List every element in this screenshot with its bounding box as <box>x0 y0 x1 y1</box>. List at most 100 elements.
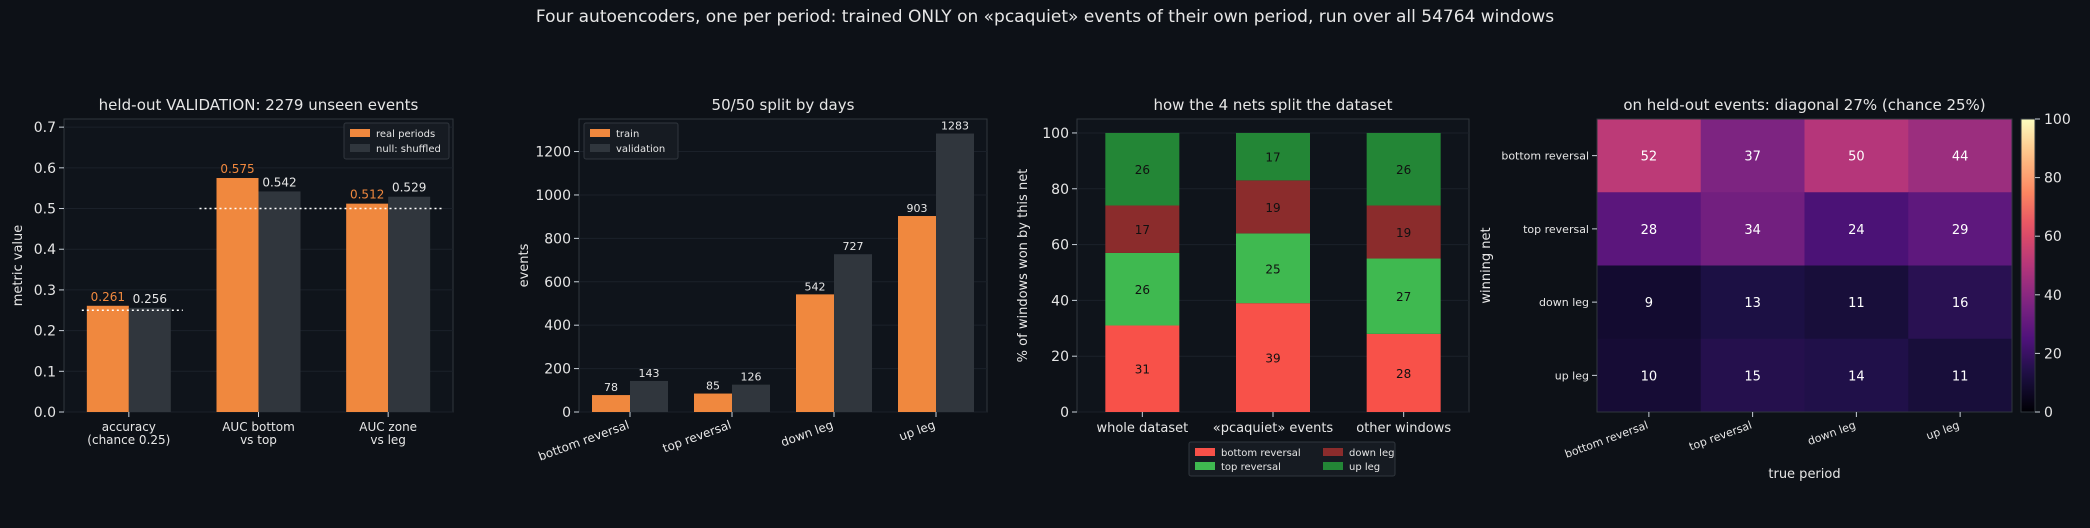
panel1-bar-label: 0.529 <box>392 181 426 195</box>
panel1-ytick-label: 0.2 <box>34 324 56 340</box>
panel2-legend-swatch <box>590 144 610 152</box>
panel3-segment-label: 26 <box>1135 283 1150 297</box>
panel4-heatmap-cell <box>1804 119 1909 193</box>
panel4-cell-label: 10 <box>1641 369 1658 384</box>
panel1-xtick-label: AUC zone <box>359 420 417 434</box>
panel4-cell-label: 11 <box>1848 296 1865 311</box>
panel3-ytick-label: 20 <box>1051 349 1069 365</box>
panel3-bar-segment <box>1236 132 1310 181</box>
panel3-legend <box>1188 441 1396 477</box>
panel3-segment-label: 26 <box>1396 163 1411 177</box>
panel3-ytick-label: 0 <box>1060 405 1069 421</box>
panel2-bar <box>630 380 668 412</box>
panel3-segment-label: 27 <box>1396 290 1411 304</box>
panel4-heatmap-cell <box>1804 192 1909 266</box>
panel4-colorbar-tick-label: 0 <box>2044 405 2053 421</box>
panel2-ytick-label: 600 <box>544 275 571 291</box>
panel2-xtick-label: up leg <box>897 418 937 444</box>
panel4-cell-label: 14 <box>1848 369 1865 384</box>
panel3-legend-swatch <box>1323 462 1343 470</box>
panel1-ytick-label: 0.5 <box>34 202 56 218</box>
panel3-bar-segment <box>1105 252 1180 326</box>
panel1-ytick-label: 0.6 <box>34 161 56 177</box>
panel1-title: held-out VALIDATION: 2279 unseen events <box>99 96 419 114</box>
panel2-bar-label: 143 <box>639 367 660 380</box>
panel4-heatmap-cell <box>1908 192 2013 266</box>
panel4-ylabel: winning net <box>1479 227 1494 303</box>
panel3-bar-segment <box>1105 325 1180 412</box>
panel1-ylabel: metric value <box>11 225 26 307</box>
panel4-title: on held-out events: diagonal 27% (chance… <box>1623 96 1985 114</box>
panel2-xtick-label: down leg <box>779 418 835 450</box>
panel2-bar-label: 1283 <box>941 120 969 133</box>
panel4-cell-label: 9 <box>1645 296 1653 311</box>
panel4-heatmap-cell <box>1700 119 1805 193</box>
panel3-segment-label: 17 <box>1135 223 1150 237</box>
panel4-heatmap-cell <box>1908 338 2013 413</box>
panel2-ytick-label: 1000 <box>535 188 571 204</box>
panel1-legend <box>343 122 450 160</box>
panel4-xtick-label: top reversal <box>1687 419 1753 454</box>
panel4-heatmap-cell <box>1597 265 1702 340</box>
panel4-ytick-label: up leg <box>1555 369 1589 382</box>
panel4-cell-label: 24 <box>1848 223 1865 238</box>
panel4-colorbar-tick-label: 80 <box>2044 171 2062 187</box>
panel2-bar <box>898 216 936 412</box>
panel1-bar-label: 0.512 <box>350 188 384 202</box>
panel4-ytick-label: bottom reversal <box>1501 150 1589 163</box>
panel4-heatmap-cell <box>1597 119 1702 193</box>
panel1-ytick-label: 0.0 <box>34 405 56 421</box>
panel4-heatmap-cell <box>1700 338 1805 413</box>
panel3-segment-label: 39 <box>1265 352 1280 366</box>
panel4-cell-label: 16 <box>1952 296 1969 311</box>
panel2-bar-label: 85 <box>706 380 720 393</box>
panel3-segment-label: 19 <box>1396 226 1411 240</box>
panel2-title: 50/50 split by days <box>712 96 855 114</box>
panel3-xtick-label: whole dataset <box>1096 421 1188 436</box>
panel1-xtick-label: accuracy <box>102 420 156 434</box>
panel3-ytick-label: 80 <box>1051 182 1069 198</box>
panel1-bar-label: 0.261 <box>91 290 125 304</box>
panel2-bar <box>694 393 732 412</box>
panel3-ylabel: % of windows won by this net <box>1016 169 1031 363</box>
panel3-bar-segment <box>1366 132 1441 206</box>
figure-title: Four autoencoders, one per period: train… <box>535 7 1555 27</box>
panel3-segment-label: 31 <box>1135 363 1150 377</box>
panel3-segment-label: 25 <box>1265 262 1280 276</box>
panel2-legend-swatch <box>590 129 610 137</box>
panel3-segment-label: 26 <box>1135 163 1150 177</box>
panel4-cell-label: 11 <box>1952 369 1969 384</box>
panel2-ylabel: events <box>517 243 532 287</box>
panel4-heatmap-cell <box>1804 338 1909 413</box>
panel2-ytick-label: 0 <box>562 405 571 421</box>
panel2-bar-label: 126 <box>741 371 762 384</box>
panel3-bar-segment <box>1366 333 1441 412</box>
panel4-xtick-label: up leg <box>1925 419 1962 443</box>
panel3-ytick-label: 40 <box>1051 293 1069 309</box>
panel1-bar <box>128 307 171 412</box>
panel2-bar <box>592 395 630 412</box>
panel3-bar-segment <box>1366 205 1441 259</box>
panel1-bar <box>86 305 129 412</box>
panel2-ytick-label: 800 <box>544 231 571 247</box>
panel3-xtick-label: other windows <box>1356 421 1451 436</box>
panel3-segment-label: 17 <box>1265 151 1280 165</box>
panel1-bar-label: 0.256 <box>133 292 167 306</box>
panel3-ytick-label: 60 <box>1051 238 1069 254</box>
panel4-colorbar <box>2020 118 2036 413</box>
panel1-xtick-label: (chance 0.25) <box>87 433 170 447</box>
panel1-bar <box>388 196 431 412</box>
panel3-ytick-label: 100 <box>1042 126 1069 142</box>
panel1-xtick-label: AUC bottom <box>222 420 295 434</box>
panel4-heatmap-cell <box>1804 265 1909 340</box>
panel2-bar <box>796 294 834 412</box>
panel3-bar-segment <box>1236 303 1310 412</box>
panel2-bar-label: 542 <box>805 280 826 293</box>
panel2-legend-label: validation <box>616 144 665 155</box>
panel4-colorbar-tick-label: 20 <box>2044 346 2062 362</box>
panel1-bar <box>258 191 301 412</box>
panel3-title: how the 4 nets split the dataset <box>1153 96 1392 114</box>
panel4-xtick-label: down leg <box>1806 419 1857 448</box>
panel4-colorbar-tick-label: 100 <box>2044 112 2071 128</box>
panel4-heatmap-cell <box>1908 119 2013 193</box>
